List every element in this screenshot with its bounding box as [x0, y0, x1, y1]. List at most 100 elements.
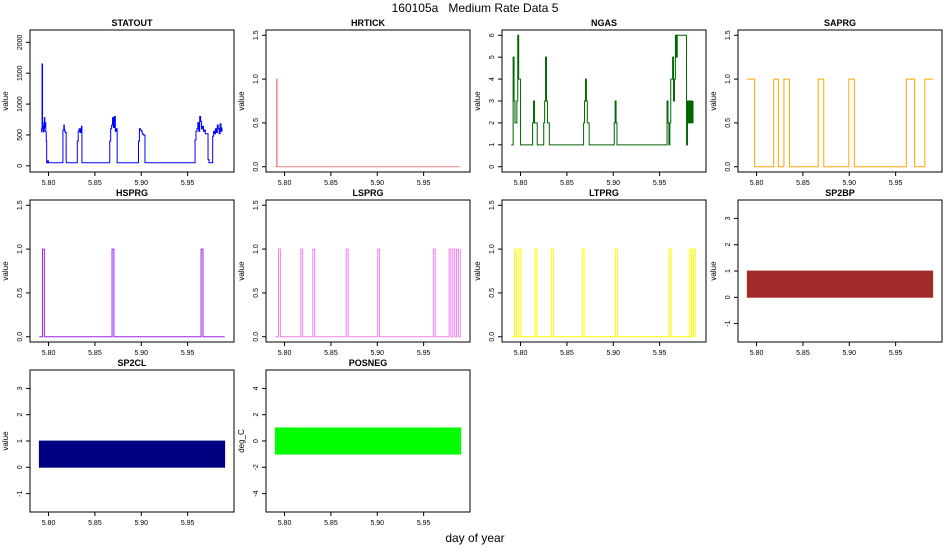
- y-tick-label: 1: [17, 439, 24, 443]
- plot-frame: [29, 199, 235, 343]
- y-tick-label: 5: [489, 55, 496, 59]
- y-axis-label: value: [473, 91, 482, 111]
- x-tick-label: 5.85: [88, 520, 102, 527]
- x-tick-label: 5.80: [750, 350, 764, 357]
- x-tick-label: 5.95: [417, 180, 431, 187]
- series-band: [746, 270, 934, 298]
- plot-frame: [265, 199, 471, 343]
- x-tick-label: 5.90: [134, 520, 148, 527]
- panel-hsprg: HSPRG value 5.80 5.85 5.90 5.95 0.0 0.5 1.0 1.5: [1, 188, 235, 357]
- x-tick-label: 5.95: [889, 180, 903, 187]
- panel-posneg: POSNEG deg_C 5.80 5.85 5.90 5.95 -4 -2 0 2 4: [237, 358, 471, 527]
- panel-title: POSNEG: [349, 358, 388, 368]
- y-axis-label: value: [237, 91, 246, 111]
- y-tick-label: 1500: [17, 65, 24, 81]
- x-tick-label: 5.90: [370, 520, 384, 527]
- panel-sp2bp: SP2BP value 5.80 5.85 5.90 5.95 -1 0 1 2 3: [709, 188, 943, 357]
- y-tick-label: 3: [17, 386, 24, 390]
- y-axis-label: value: [473, 261, 482, 281]
- series-line: [511, 34, 694, 146]
- x-tick-label: 5.85: [324, 520, 338, 527]
- y-tick-label: 6: [489, 33, 496, 37]
- y-tick-label: 1.5: [489, 200, 496, 210]
- x-tick-label: 5.80: [42, 180, 56, 187]
- x-tick-label: 5.90: [134, 350, 148, 357]
- y-tick-label: 1000: [17, 96, 24, 112]
- y-axis-label: deg_C: [237, 429, 246, 453]
- y-tick-label: -4: [253, 490, 260, 496]
- y-tick-label: 2: [253, 413, 260, 417]
- series-band: [274, 427, 462, 455]
- series-line: [275, 248, 461, 338]
- x-tick-label: 5.85: [324, 350, 338, 357]
- panel-lsprg: LSPRG value 5.80 5.85 5.90 5.95 0.0 0.5 1.0 1.5: [237, 188, 471, 357]
- plot-frame: [265, 29, 471, 173]
- y-axis-label: value: [1, 431, 10, 451]
- panel-statout: STATOUT value 5.80 5.85 5.90 5.95 0 500 1000 1500…: [1, 18, 235, 187]
- figure-xlabel: day of year: [445, 531, 505, 545]
- panel-title: SP2BP: [825, 188, 855, 198]
- y-tick-label: 2000: [17, 34, 24, 50]
- y-tick-label: 0: [253, 439, 260, 443]
- x-tick-label: 5.95: [417, 520, 431, 527]
- y-tick-label: 0.5: [725, 118, 732, 128]
- series-line: [747, 78, 933, 168]
- panel-title: LSPRG: [352, 188, 383, 198]
- x-tick-label: 5.90: [842, 350, 856, 357]
- y-tick-label: -1: [17, 490, 24, 496]
- series-line: [511, 248, 696, 338]
- x-tick-label: 5.80: [278, 180, 292, 187]
- y-tick-label: 4: [253, 386, 260, 390]
- x-tick-label: 5.80: [514, 350, 528, 357]
- series-line: [39, 248, 225, 338]
- x-tick-label: 5.85: [88, 350, 102, 357]
- y-tick-label: 3: [489, 99, 496, 103]
- y-tick-label: 0.5: [253, 118, 260, 128]
- y-tick-label: -1: [725, 320, 732, 326]
- y-tick-label: 1.0: [725, 74, 732, 84]
- x-tick-label: 5.95: [181, 520, 195, 527]
- x-tick-label: 5.95: [653, 180, 667, 187]
- y-tick-label: 1.5: [253, 30, 260, 40]
- panel-title: NGAS: [591, 18, 617, 28]
- x-tick-label: 5.85: [324, 180, 338, 187]
- y-tick-label: 1.0: [17, 244, 24, 254]
- y-tick-label: 2: [17, 413, 24, 417]
- x-tick-label: 5.80: [514, 180, 528, 187]
- x-tick-label: 5.90: [134, 180, 148, 187]
- panel-title: LTPRG: [589, 188, 619, 198]
- y-tick-label: 0.5: [17, 288, 24, 298]
- y-tick-label: 0.0: [253, 332, 260, 342]
- y-axis-label: value: [237, 261, 246, 281]
- x-tick-label: 5.85: [88, 180, 102, 187]
- plot-frame: [737, 29, 943, 173]
- x-tick-label: 5.95: [181, 350, 195, 357]
- y-tick-label: 0.5: [253, 288, 260, 298]
- x-tick-label: 5.85: [796, 180, 810, 187]
- x-tick-label: 5.80: [278, 350, 292, 357]
- panel-ngas: NGAS value 5.80 5.85 5.90 5.95 0 1 2 3 4 5 6: [473, 18, 707, 187]
- y-axis-label: value: [1, 91, 10, 111]
- y-axis-label: value: [709, 91, 718, 111]
- y-tick-label: 0: [17, 164, 24, 168]
- x-tick-label: 5.90: [842, 180, 856, 187]
- y-tick-label: 2: [725, 243, 732, 247]
- plot-frame: [501, 199, 707, 343]
- y-tick-label: 0: [17, 465, 24, 469]
- y-tick-label: 1.5: [253, 200, 260, 210]
- x-tick-label: 5.85: [796, 350, 810, 357]
- figure-title: 160105a Medium Rate Data 5: [391, 1, 559, 15]
- panel-ltprg: LTPRG value 5.80 5.85 5.90 5.95 0.0 0.5 1.0 1.5: [473, 188, 707, 357]
- x-tick-label: 5.80: [750, 180, 764, 187]
- x-tick-label: 5.85: [560, 180, 574, 187]
- panel-title: HRTICK: [351, 18, 385, 28]
- x-tick-label: 5.95: [417, 350, 431, 357]
- x-tick-label: 5.95: [889, 350, 903, 357]
- y-axis-label: value: [709, 261, 718, 281]
- x-tick-label: 5.80: [42, 520, 56, 527]
- panel-hrtick: HRTICK value 5.80 5.85 5.90 5.95 0.0 0.5 1.0 1.5: [237, 18, 471, 187]
- y-tick-label: 1.5: [725, 30, 732, 40]
- y-tick-label: -2: [253, 464, 260, 470]
- panel-sp2cl: SP2CL value 5.80 5.85 5.90 5.95 -1 0 1 2 3: [1, 358, 235, 527]
